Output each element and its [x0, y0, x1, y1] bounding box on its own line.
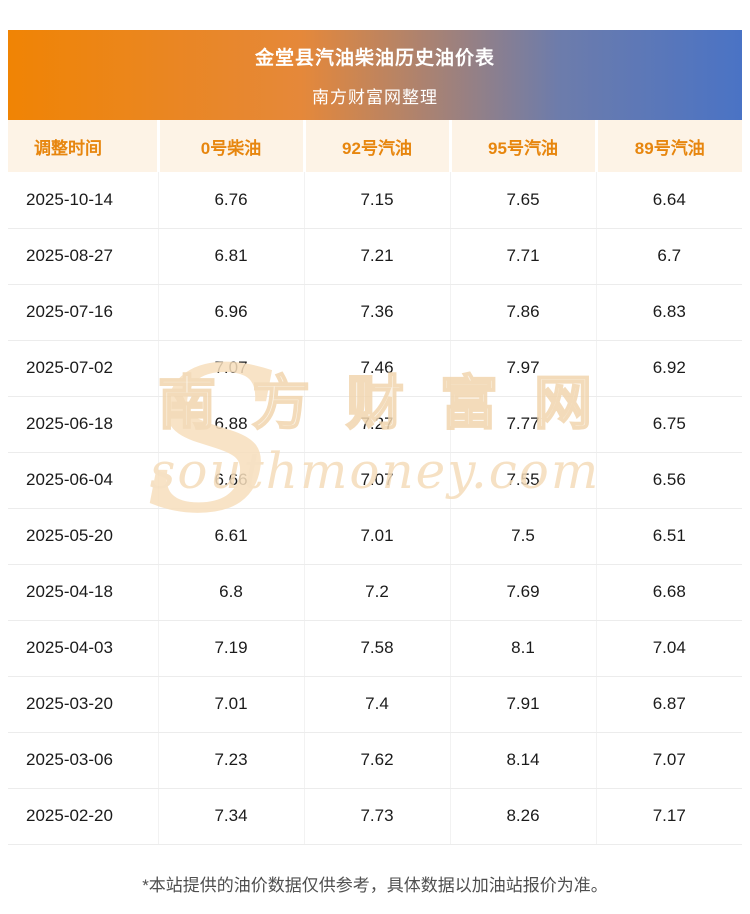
column-header-adjust-date: 调整时间 [8, 120, 160, 172]
cell-gasoline-95: 7.71 [450, 228, 597, 285]
cell-date: 2025-06-18 [8, 396, 159, 453]
column-header-gasoline-95: 95号汽油 [450, 120, 598, 172]
cell-diesel-0: 6.81 [158, 228, 305, 285]
cell-gasoline-95: 7.55 [450, 452, 597, 509]
cell-gasoline-89: 6.75 [596, 396, 742, 453]
cell-gasoline-92: 7.21 [304, 228, 451, 285]
cell-gasoline-89: 6.87 [596, 676, 742, 733]
cell-gasoline-92: 7.15 [304, 172, 451, 229]
cell-date: 2025-04-18 [8, 564, 159, 621]
cell-diesel-0: 7.07 [158, 340, 305, 397]
column-header-diesel-0: 0号柴油 [158, 120, 306, 172]
cell-gasoline-89: 7.04 [596, 620, 742, 677]
cell-diesel-0: 6.88 [158, 396, 305, 453]
cell-date: 2025-08-27 [8, 228, 159, 285]
table-row: 2025-10-14 6.76 7.15 7.65 6.64 [8, 172, 742, 229]
table-title-banner: 金堂县汽油柴油历史油价表 南方财富网整理 [8, 30, 742, 120]
cell-diesel-0: 6.76 [158, 172, 305, 229]
page-title: 金堂县汽油柴油历史油价表 [254, 47, 495, 69]
cell-gasoline-92: 7.27 [304, 396, 451, 453]
cell-diesel-0: 6.66 [158, 452, 305, 509]
cell-gasoline-95: 7.65 [450, 172, 597, 229]
cell-gasoline-89: 6.56 [596, 452, 742, 509]
fuel-price-history-table: 调整时间 0号柴油 92号汽油 95号汽油 89号汽油 2025-10-14 6… [8, 120, 742, 845]
disclaimer-note: *本站提供的油价数据仅供参考，具体数据以加油站报价为准。 [142, 875, 608, 895]
cell-gasoline-92: 7.36 [304, 284, 451, 341]
table-row: 2025-03-20 7.01 7.4 7.91 6.87 [8, 676, 742, 733]
page-container: 金堂县汽油柴油历史油价表 南方财富网整理 调整时间 0号柴油 92号汽油 95号… [8, 30, 742, 914]
table-row: 2025-04-18 6.8 7.2 7.69 6.68 [8, 564, 742, 621]
cell-gasoline-92: 7.2 [304, 564, 451, 621]
cell-date: 2025-04-03 [8, 620, 159, 677]
page-subtitle: 南方财富网整理 [312, 87, 438, 107]
cell-gasoline-95: 7.86 [450, 284, 597, 341]
cell-gasoline-92: 7.07 [304, 452, 451, 509]
cell-date: 2025-02-20 [8, 788, 159, 845]
cell-gasoline-92: 7.73 [304, 788, 451, 845]
column-header-gasoline-89: 89号汽油 [596, 120, 742, 172]
cell-gasoline-92: 7.4 [304, 676, 451, 733]
table-row: 2025-02-20 7.34 7.73 8.26 7.17 [8, 788, 742, 845]
cell-gasoline-95: 7.69 [450, 564, 597, 621]
cell-gasoline-89: 6.83 [596, 284, 742, 341]
cell-date: 2025-05-20 [8, 508, 159, 565]
table-row: 2025-07-02 7.07 7.46 7.97 6.92 [8, 340, 742, 397]
table-row: 2025-08-27 6.81 7.21 7.71 6.7 [8, 228, 742, 285]
cell-gasoline-92: 7.62 [304, 732, 451, 789]
cell-diesel-0: 6.8 [158, 564, 305, 621]
cell-gasoline-92: 7.46 [304, 340, 451, 397]
cell-gasoline-89: 6.68 [596, 564, 742, 621]
cell-date: 2025-03-06 [8, 732, 159, 789]
table-row: 2025-07-16 6.96 7.36 7.86 6.83 [8, 284, 742, 341]
cell-gasoline-95: 8.1 [450, 620, 597, 677]
cell-gasoline-89: 6.7 [596, 228, 742, 285]
cell-gasoline-89: 6.51 [596, 508, 742, 565]
table-row: 2025-04-03 7.19 7.58 8.1 7.04 [8, 620, 742, 677]
cell-gasoline-95: 7.91 [450, 676, 597, 733]
cell-gasoline-92: 7.58 [304, 620, 451, 677]
cell-gasoline-89: 6.64 [596, 172, 742, 229]
cell-gasoline-95: 8.14 [450, 732, 597, 789]
table-row: 2025-06-04 6.66 7.07 7.55 6.56 [8, 452, 742, 509]
cell-gasoline-89: 7.17 [596, 788, 742, 845]
table-row: 2025-03-06 7.23 7.62 8.14 7.07 [8, 732, 742, 789]
cell-gasoline-95: 7.97 [450, 340, 597, 397]
cell-date: 2025-03-20 [8, 676, 159, 733]
cell-gasoline-95: 7.5 [450, 508, 597, 565]
cell-gasoline-95: 8.26 [450, 788, 597, 845]
cell-date: 2025-07-16 [8, 284, 159, 341]
cell-gasoline-92: 7.01 [304, 508, 451, 565]
cell-gasoline-89: 7.07 [596, 732, 742, 789]
table-row: 2025-06-18 6.88 7.27 7.77 6.75 [8, 396, 742, 453]
cell-diesel-0: 7.19 [158, 620, 305, 677]
cell-diesel-0: 6.96 [158, 284, 305, 341]
table-row: 2025-05-20 6.61 7.01 7.5 6.51 [8, 508, 742, 565]
column-header-gasoline-92: 92号汽油 [304, 120, 452, 172]
cell-gasoline-95: 7.77 [450, 396, 597, 453]
table-header-row: 调整时间 0号柴油 92号汽油 95号汽油 89号汽油 [8, 120, 742, 172]
cell-date: 2025-06-04 [8, 452, 159, 509]
cell-diesel-0: 7.34 [158, 788, 305, 845]
cell-diesel-0: 6.61 [158, 508, 305, 565]
cell-date: 2025-07-02 [8, 340, 159, 397]
cell-diesel-0: 7.01 [158, 676, 305, 733]
cell-diesel-0: 7.23 [158, 732, 305, 789]
cell-gasoline-89: 6.92 [596, 340, 742, 397]
cell-date: 2025-10-14 [8, 172, 159, 229]
